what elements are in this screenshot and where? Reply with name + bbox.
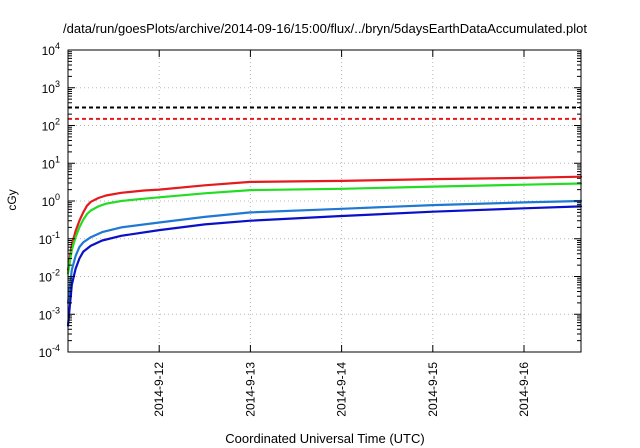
x-tick-label: 2014-9-14 — [335, 362, 349, 417]
y-tick-base: 10 — [42, 157, 56, 171]
y-tick-label: 102 — [42, 117, 60, 134]
x-tick-label: 2014-9-15 — [426, 362, 440, 417]
y-tick-exponent: 3 — [55, 79, 60, 89]
y-tick-label: 101 — [42, 154, 60, 171]
x-tick-label: 2014-9-13 — [243, 362, 257, 417]
y-tick-base: 10 — [39, 346, 53, 360]
series-line — [66, 205, 583, 327]
reference-lines — [68, 106, 581, 120]
y-tick-exponent: 0 — [55, 192, 60, 202]
grid — [68, 50, 581, 352]
series-line — [66, 182, 583, 275]
y-tick-label: 10-3 — [39, 305, 60, 322]
y-tick-exponent: -3 — [52, 305, 60, 315]
y-tick-label: 103 — [42, 79, 60, 96]
series-line — [66, 199, 583, 304]
y-tick-base: 10 — [39, 271, 53, 285]
y-tick-base: 10 — [39, 308, 53, 322]
y-tick-exponent: -4 — [52, 343, 60, 353]
y-tick-label: 104 — [42, 41, 60, 58]
y-tick-exponent: -1 — [52, 230, 60, 240]
y-tick-exponent: 4 — [55, 41, 60, 51]
y-tick-base: 10 — [42, 120, 56, 134]
y-tick-label: 10-2 — [39, 268, 60, 285]
y-tick-base: 10 — [42, 44, 56, 58]
y-tick-label: 10-4 — [39, 343, 60, 360]
y-tick-exponent: 2 — [55, 117, 60, 127]
x-tick-label: 2014-9-16 — [517, 362, 531, 417]
y-tick-base: 10 — [39, 233, 53, 247]
axes: 10-410-310-210-11001011021031042014-9-12… — [39, 41, 581, 417]
x-tick-label: 2014-9-12 — [152, 362, 166, 417]
y-axis-label: cGy — [5, 189, 19, 210]
chart-title: /data/run/goesPlots/archive/2014-09-16/1… — [63, 21, 587, 36]
y-tick-base: 10 — [42, 195, 56, 209]
y-tick-label: 10-1 — [39, 230, 60, 247]
x-axis-label: Coordinated Universal Time (UTC) — [225, 431, 424, 446]
series-group — [66, 175, 583, 327]
y-tick-exponent: 1 — [55, 154, 60, 164]
series-line — [66, 175, 583, 271]
y-tick-label: 100 — [42, 192, 60, 209]
y-tick-base: 10 — [42, 82, 56, 96]
y-tick-exponent: -2 — [52, 268, 60, 278]
